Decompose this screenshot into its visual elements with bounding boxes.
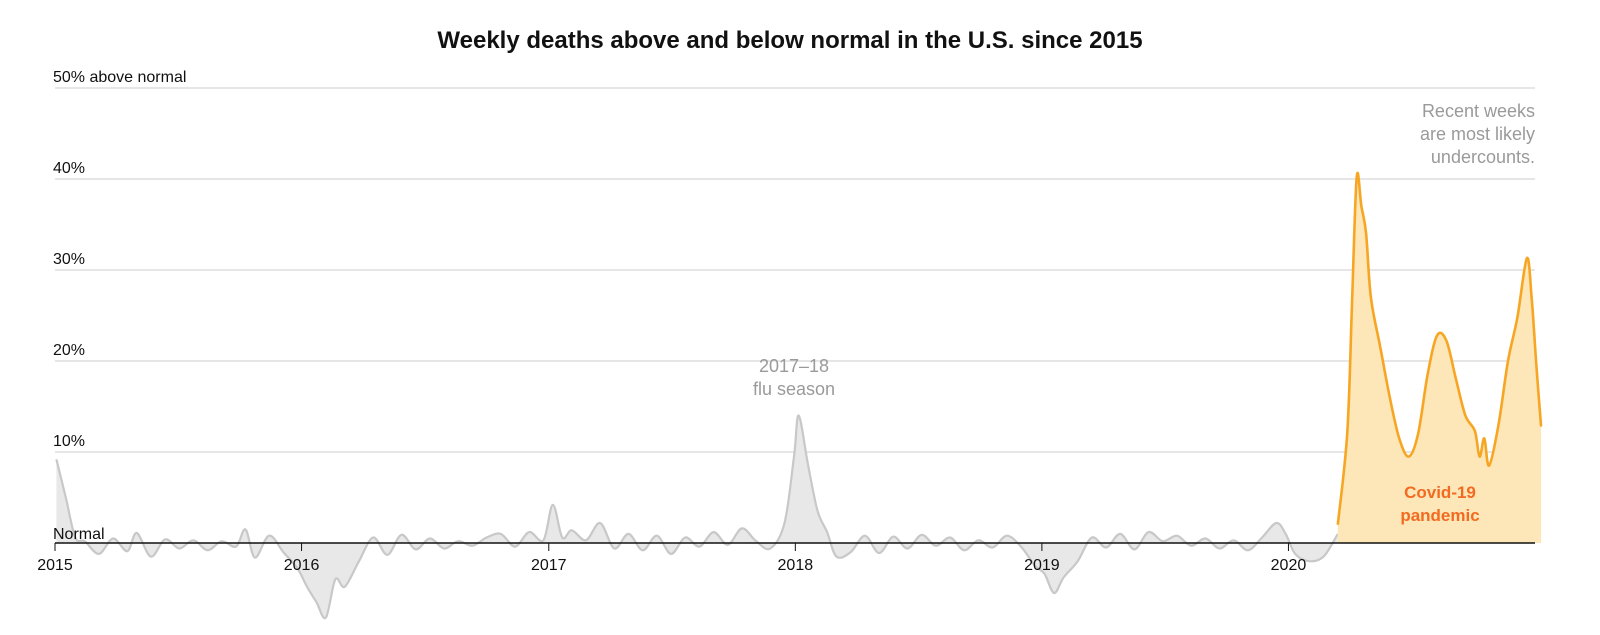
annotations: 2017–18 flu season Recent weeks are most li… <box>753 101 1535 525</box>
series-area-baseline <box>56 415 1338 619</box>
annotation-line: undercounts. <box>1431 147 1535 167</box>
x-tick-label: 2019 <box>1024 557 1060 574</box>
annotation-recent: Recent weeks are most likely undercounts. <box>1420 101 1535 167</box>
annotation-covid: Covid-19 pandemic <box>1400 483 1479 525</box>
y-tick-label: 10% <box>53 433 85 450</box>
x-tick-label: 2015 <box>37 557 73 574</box>
x-tick-label: 2016 <box>284 557 320 574</box>
annotation-line: are most likely <box>1420 124 1535 144</box>
series-line-baseline <box>55 414 1339 620</box>
y-tick-label: 40% <box>53 160 85 177</box>
chart-title: Weekly deaths above and below normal in … <box>437 27 1142 54</box>
series-area-covid <box>1337 172 1542 543</box>
x-tick-label: 2020 <box>1271 557 1307 574</box>
x-axis-labels: 2015 2016 2017 2018 2019 2020 <box>37 557 1306 574</box>
series-line-covid <box>1336 171 1543 525</box>
y-tick-label: 20% <box>53 342 85 359</box>
annotation-line: pandemic <box>1400 506 1479 525</box>
x-axis <box>54 542 1535 551</box>
y-tick-label: 50% above normal <box>53 69 186 86</box>
x-tick-label: 2018 <box>778 557 814 574</box>
y-tick-label: Normal <box>53 526 105 543</box>
y-axis-labels: Normal 10% 20% 30% 40% 50% above normal <box>53 69 186 543</box>
annotation-line: flu season <box>753 379 835 399</box>
annotation-flu: 2017–18 flu season <box>753 356 835 399</box>
y-tick-label: 30% <box>53 251 85 268</box>
x-tick-label: 2017 <box>531 557 567 574</box>
annotation-line: 2017–18 <box>759 356 829 376</box>
gridlines <box>55 87 1535 453</box>
annotation-line: Recent weeks <box>1422 101 1535 121</box>
annotation-line: Covid-19 <box>1404 483 1476 502</box>
